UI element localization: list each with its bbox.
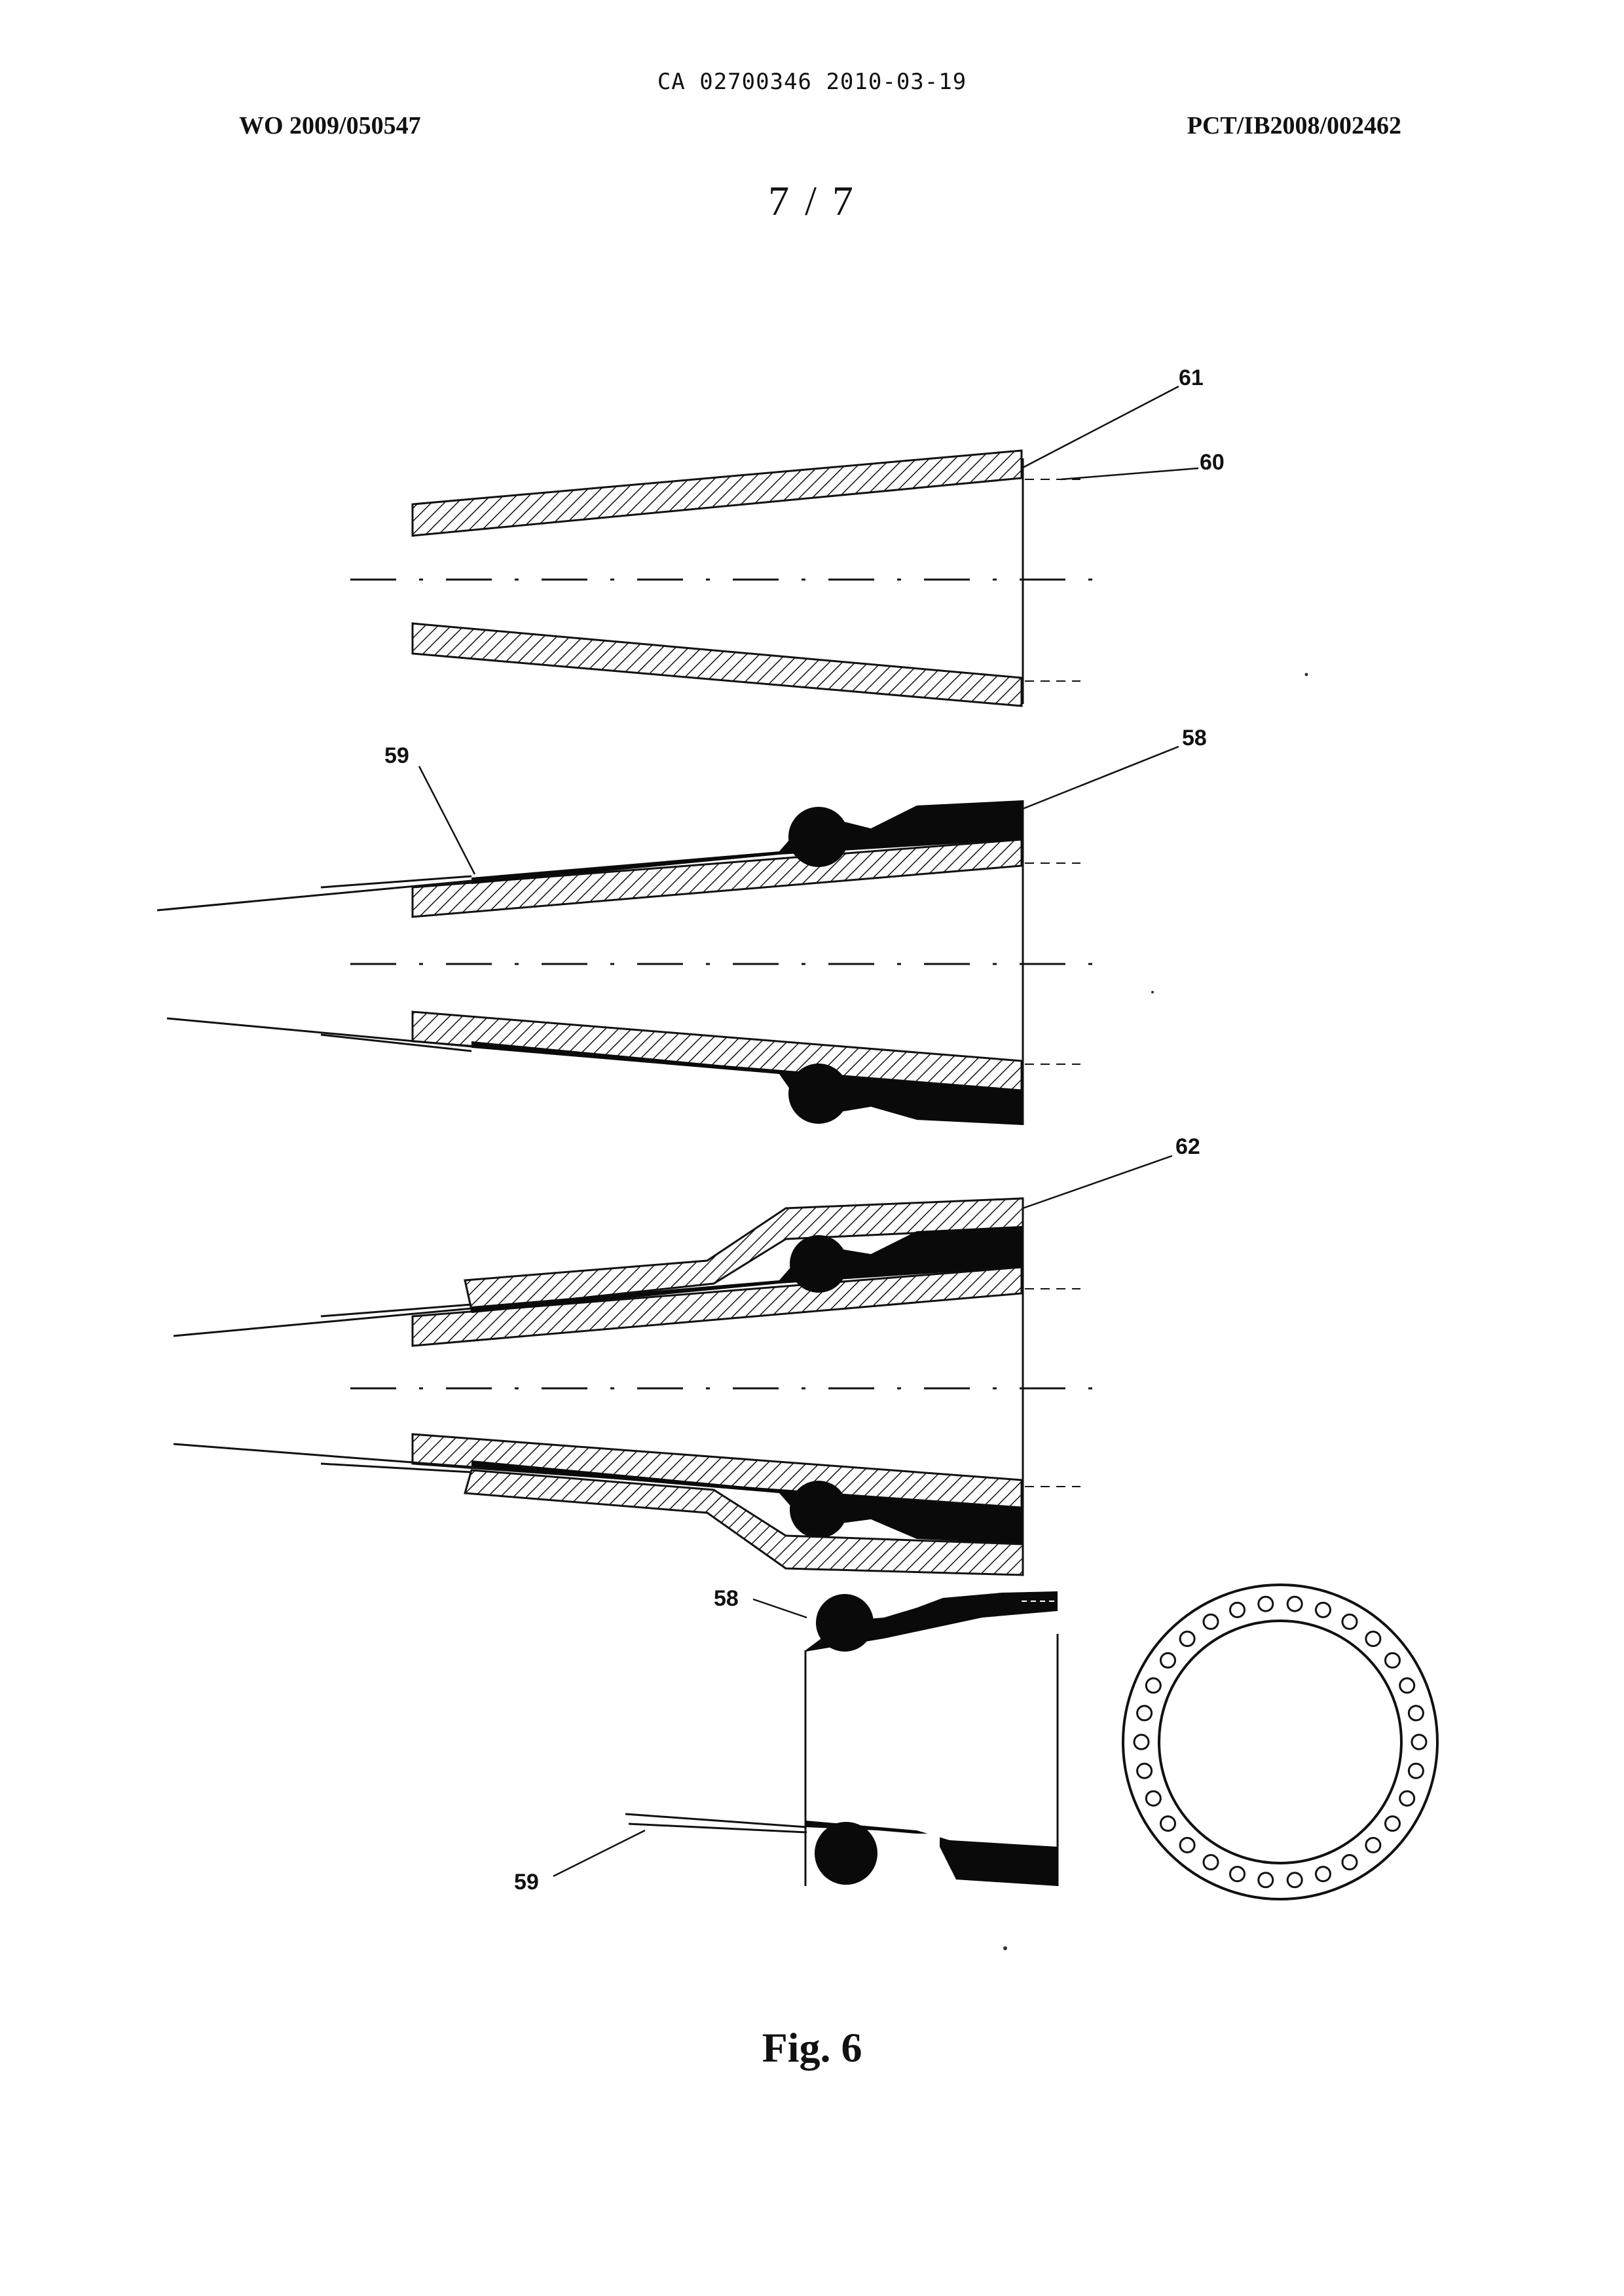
ring-hole	[1134, 1735, 1149, 1749]
ring-hole	[1204, 1855, 1218, 1870]
upper-bead	[816, 1594, 874, 1652]
ring-hole	[1386, 1817, 1400, 1831]
ring-inner	[1159, 1621, 1401, 1863]
lower-bead	[790, 1481, 847, 1538]
ring-hole	[1316, 1867, 1331, 1881]
upper-bead	[790, 1235, 847, 1293]
ref-61: 61	[1179, 365, 1204, 390]
tube-bare-view: 61 60	[350, 365, 1225, 706]
lower-bead	[815, 1822, 877, 1885]
sleeve-section-view: 58 59	[514, 1586, 1074, 1895]
lower-tube-wall	[413, 1012, 1022, 1090]
ring-hole	[1259, 1873, 1273, 1887]
upper-bead	[788, 807, 849, 867]
ring-hole	[1161, 1817, 1175, 1831]
leader-58	[753, 1599, 807, 1618]
leader-59	[553, 1830, 645, 1876]
leader-60	[1061, 468, 1198, 479]
ring-hole	[1342, 1614, 1357, 1629]
ring-hole	[1204, 1614, 1218, 1629]
ring-hole	[1366, 1632, 1380, 1646]
ring-hole	[1409, 1764, 1423, 1778]
ring-hole	[1146, 1791, 1160, 1805]
leader-58	[1023, 747, 1179, 809]
ring-outer	[1123, 1585, 1437, 1899]
ring-hole	[1287, 1597, 1302, 1611]
lower-bead	[788, 1064, 849, 1124]
ring-hole	[1287, 1873, 1302, 1887]
lower-tube-wall	[413, 623, 1022, 706]
ring-hole	[1180, 1838, 1194, 1853]
ref-59: 59	[514, 1870, 539, 1895]
scan-speck	[1305, 673, 1308, 676]
ring-hole	[1400, 1791, 1414, 1805]
ring-hole	[1386, 1653, 1400, 1667]
scan-speck	[1003, 1946, 1007, 1950]
ref-59: 59	[384, 743, 409, 768]
ref-60: 60	[1200, 450, 1225, 475]
leader-61	[1022, 386, 1179, 468]
leader-62	[1023, 1156, 1172, 1208]
ref-58: 58	[1182, 726, 1207, 750]
ring-hole	[1161, 1653, 1175, 1667]
ring-hole	[1146, 1678, 1160, 1693]
ring-hole	[1230, 1867, 1245, 1881]
tube-with-sleeve-view: 59 58	[157, 726, 1207, 1125]
ring-hole	[1180, 1632, 1194, 1646]
ring-hole	[1137, 1706, 1152, 1720]
scan-speck	[1151, 991, 1154, 993]
ring-hole	[1366, 1838, 1380, 1853]
ring-hole	[1342, 1855, 1357, 1870]
ring-holes	[1134, 1597, 1426, 1887]
upper-tube-wall	[413, 451, 1022, 536]
tube-with-overmould-view: 62	[174, 1134, 1200, 1575]
ring-hole	[1409, 1706, 1423, 1720]
ring-hole	[1400, 1678, 1414, 1693]
ring-end-view	[1123, 1585, 1437, 1899]
lower-gap	[907, 1834, 940, 1857]
ring-hole	[1137, 1764, 1152, 1778]
ring-hole	[1230, 1602, 1245, 1617]
ring-hole	[1316, 1602, 1331, 1617]
figure-label: Fig. 6	[0, 2024, 1624, 2072]
ring-hole	[1412, 1735, 1426, 1749]
ring-hole	[1259, 1597, 1273, 1611]
ref-58: 58	[714, 1586, 739, 1611]
ref-62: 62	[1175, 1134, 1200, 1159]
leader-59	[419, 766, 475, 874]
